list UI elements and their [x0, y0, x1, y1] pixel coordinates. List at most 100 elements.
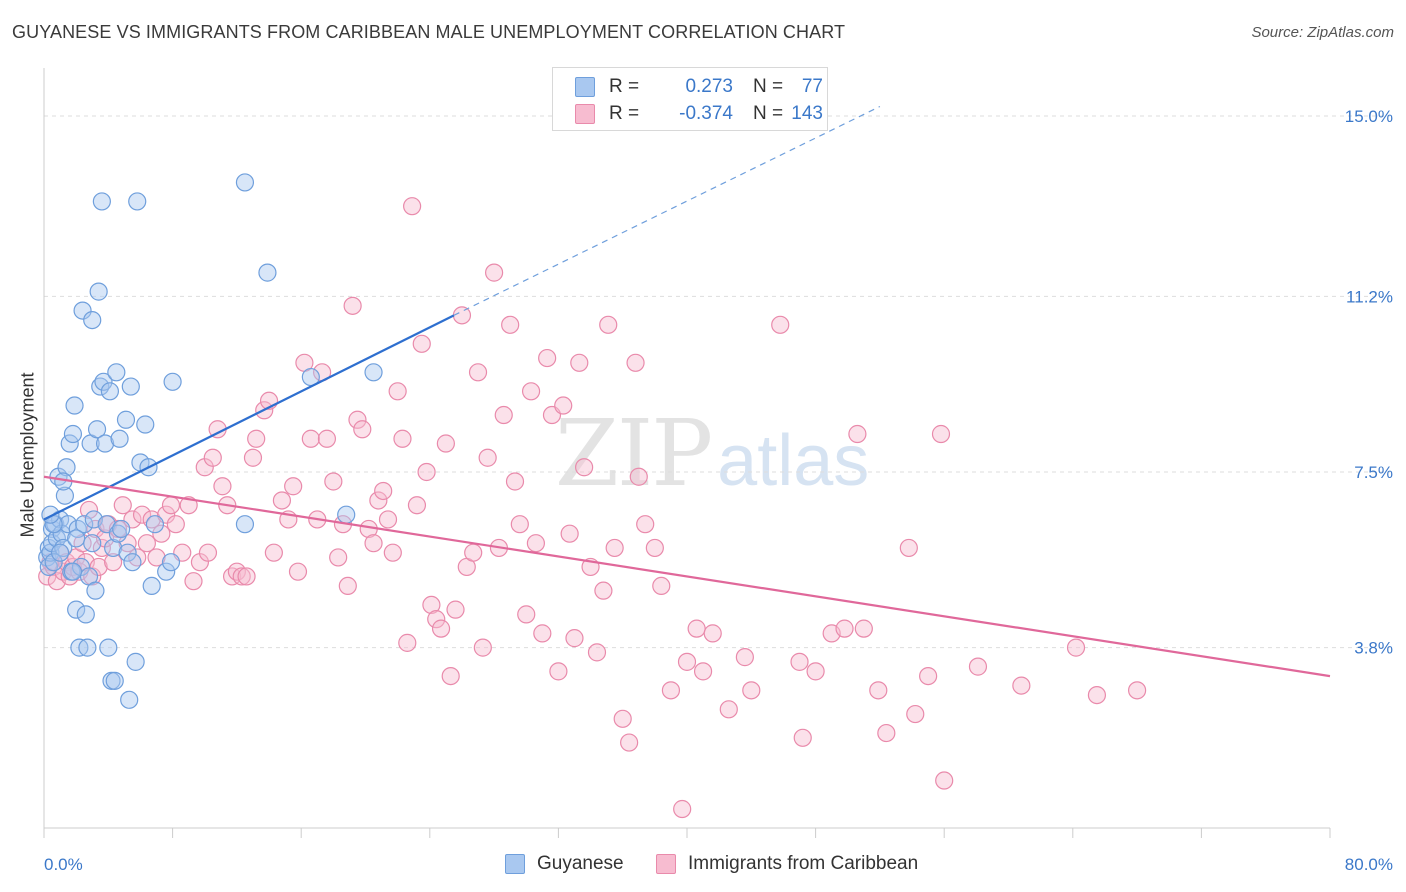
guyanese-point: [78, 638, 97, 657]
caribbean-point: [137, 534, 156, 553]
caribbean-point: [629, 467, 648, 486]
caribbean-point: [673, 799, 692, 819]
caribbean-point: [501, 315, 520, 334]
guyanese-point: [95, 434, 115, 453]
caribbean-point: [790, 652, 809, 671]
caribbean-point: [560, 524, 579, 543]
guyanese-point: [75, 515, 94, 534]
caribbean-point: [620, 733, 639, 752]
caribbean-point: [441, 667, 460, 686]
caribbean-point: [364, 534, 383, 553]
guyanese-point: [136, 415, 155, 434]
caribbean-point: [184, 572, 203, 591]
caribbean-point: [104, 553, 123, 572]
guyanese-point: [86, 581, 105, 600]
guyanese-point: [63, 562, 83, 581]
caribbean-point: [132, 505, 152, 524]
guyanese-point: [99, 638, 118, 657]
caribbean-point: [369, 491, 388, 510]
caribbean-point: [393, 429, 412, 448]
guyanese-point: [128, 192, 147, 211]
r-label: R =: [609, 76, 640, 97]
guyanese-point: [63, 424, 83, 444]
caribbean-point: [1012, 676, 1031, 695]
source-label: Source: ZipAtlas.com: [1251, 24, 1394, 41]
guyanese-point: [258, 263, 277, 282]
guyanese-point: [55, 486, 74, 505]
r-value: -0.374: [679, 103, 733, 124]
caribbean-point: [446, 600, 465, 619]
caribbean-point: [835, 619, 854, 638]
x-tick-label: 80.0%: [1345, 855, 1393, 874]
caribbean-point: [427, 610, 446, 629]
n-label: N =: [753, 76, 784, 97]
n-value: 143: [791, 103, 823, 124]
guyanese-point: [83, 534, 102, 553]
caribbean-point: [626, 353, 645, 372]
caribbean-point: [570, 353, 589, 372]
n-label: N =: [753, 103, 784, 124]
caribbean-point: [147, 548, 166, 567]
caribbean-point: [398, 633, 417, 652]
caribbean-point: [478, 448, 497, 467]
n-value: 77: [801, 76, 823, 97]
guyanese-point: [364, 363, 383, 382]
guyanese-point: [163, 372, 182, 391]
caribbean-point: [906, 704, 925, 724]
caribbean-point: [79, 500, 99, 520]
caribbean-point: [166, 515, 185, 534]
caribbean-point: [422, 595, 441, 614]
caribbean-point: [1087, 685, 1107, 705]
caribbean-point: [89, 557, 108, 577]
r-label: R =: [609, 103, 640, 124]
caribbean-point: [703, 624, 722, 643]
caribbean-point: [899, 538, 918, 558]
guyanese-point: [41, 505, 60, 524]
guyanese-point: [145, 515, 165, 534]
caribbean-point: [806, 662, 825, 681]
caribbean-trend-line: [43, 475, 1331, 678]
guyanese-point: [57, 458, 76, 477]
caribbean-point: [742, 681, 761, 700]
guyanese-point: [142, 576, 161, 596]
caribbean-point: [264, 543, 283, 562]
legend-label: Immigrants from Caribbean: [688, 853, 919, 874]
caribbean-point: [636, 515, 655, 534]
caribbean-point: [353, 420, 372, 439]
y-tick-label: 15.0%: [1345, 107, 1393, 126]
caribbean-point: [645, 538, 664, 558]
caribbean-point: [383, 543, 402, 562]
guyanese-point: [89, 282, 108, 301]
guyanese-point: [100, 382, 120, 401]
caribbean-point: [473, 638, 492, 657]
series-legend: Guyanese Immigrants from Caribbean: [0, 851, 1406, 879]
caribbean-point: [343, 296, 362, 315]
caribbean-point: [329, 548, 348, 567]
guyanese-point: [121, 377, 140, 396]
caribbean-point: [388, 382, 407, 401]
caribbean-point: [485, 263, 504, 282]
caribbean-point: [848, 424, 867, 444]
caribbean-point: [348, 410, 367, 429]
caribbean-point: [284, 477, 303, 496]
caribbean-point: [378, 510, 398, 529]
caribbean-point: [719, 700, 738, 719]
guyanese-point: [126, 652, 145, 671]
guyanese-swatch: [575, 77, 595, 97]
caribbean-point: [468, 363, 488, 382]
guyanese-point: [67, 529, 86, 548]
caribbean-point: [554, 396, 573, 415]
caribbean-point: [510, 515, 529, 534]
y-tick-label: 11.2%: [1346, 287, 1393, 306]
guyanese-point: [110, 429, 129, 448]
caribbean-point: [521, 382, 541, 401]
caribbean-point: [403, 197, 422, 216]
guyanese-point: [50, 543, 70, 562]
caribbean-point: [687, 619, 706, 638]
caribbean-point: [152, 524, 171, 543]
caribbean-point: [735, 648, 754, 667]
caribbean-point: [605, 538, 624, 558]
caribbean-point: [247, 429, 266, 448]
guyanese-point: [123, 553, 142, 572]
caribbean-point: [693, 662, 713, 681]
